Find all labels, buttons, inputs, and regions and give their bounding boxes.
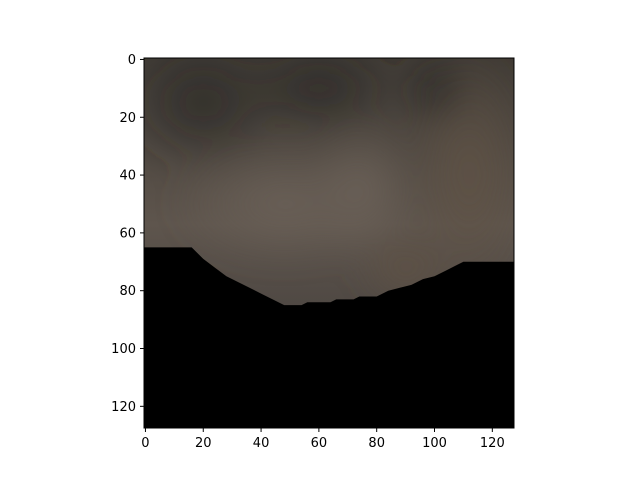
y-tick-label: 60 bbox=[119, 226, 136, 241]
x-axis: 0 20 40 60 80 100 120 bbox=[141, 428, 505, 451]
dark-blob-top-right bbox=[394, 58, 475, 129]
y-tick-label: 100 bbox=[111, 342, 136, 357]
x-tick-label: 80 bbox=[368, 436, 385, 451]
image-texture bbox=[144, 58, 514, 428]
masked-region bbox=[144, 247, 514, 428]
y-tick-label: 0 bbox=[128, 53, 136, 68]
y-axis: 0 20 40 60 80 100 120 bbox=[111, 53, 144, 415]
y-tick-label: 20 bbox=[119, 111, 136, 126]
y-tick-label: 80 bbox=[119, 284, 136, 299]
light-blob-center-right bbox=[304, 117, 421, 262]
x-tick-label: 60 bbox=[311, 436, 328, 451]
x-tick-label: 20 bbox=[195, 436, 212, 451]
x-tick-label: 120 bbox=[480, 436, 505, 451]
y-tick-label: 40 bbox=[119, 169, 136, 184]
x-tick-label: 40 bbox=[253, 436, 270, 451]
x-tick-label: 0 bbox=[141, 436, 149, 451]
image-blobs bbox=[144, 58, 514, 309]
x-tick-label: 100 bbox=[422, 436, 447, 451]
y-tick-label: 120 bbox=[111, 400, 136, 415]
axes-frame bbox=[143, 57, 515, 429]
